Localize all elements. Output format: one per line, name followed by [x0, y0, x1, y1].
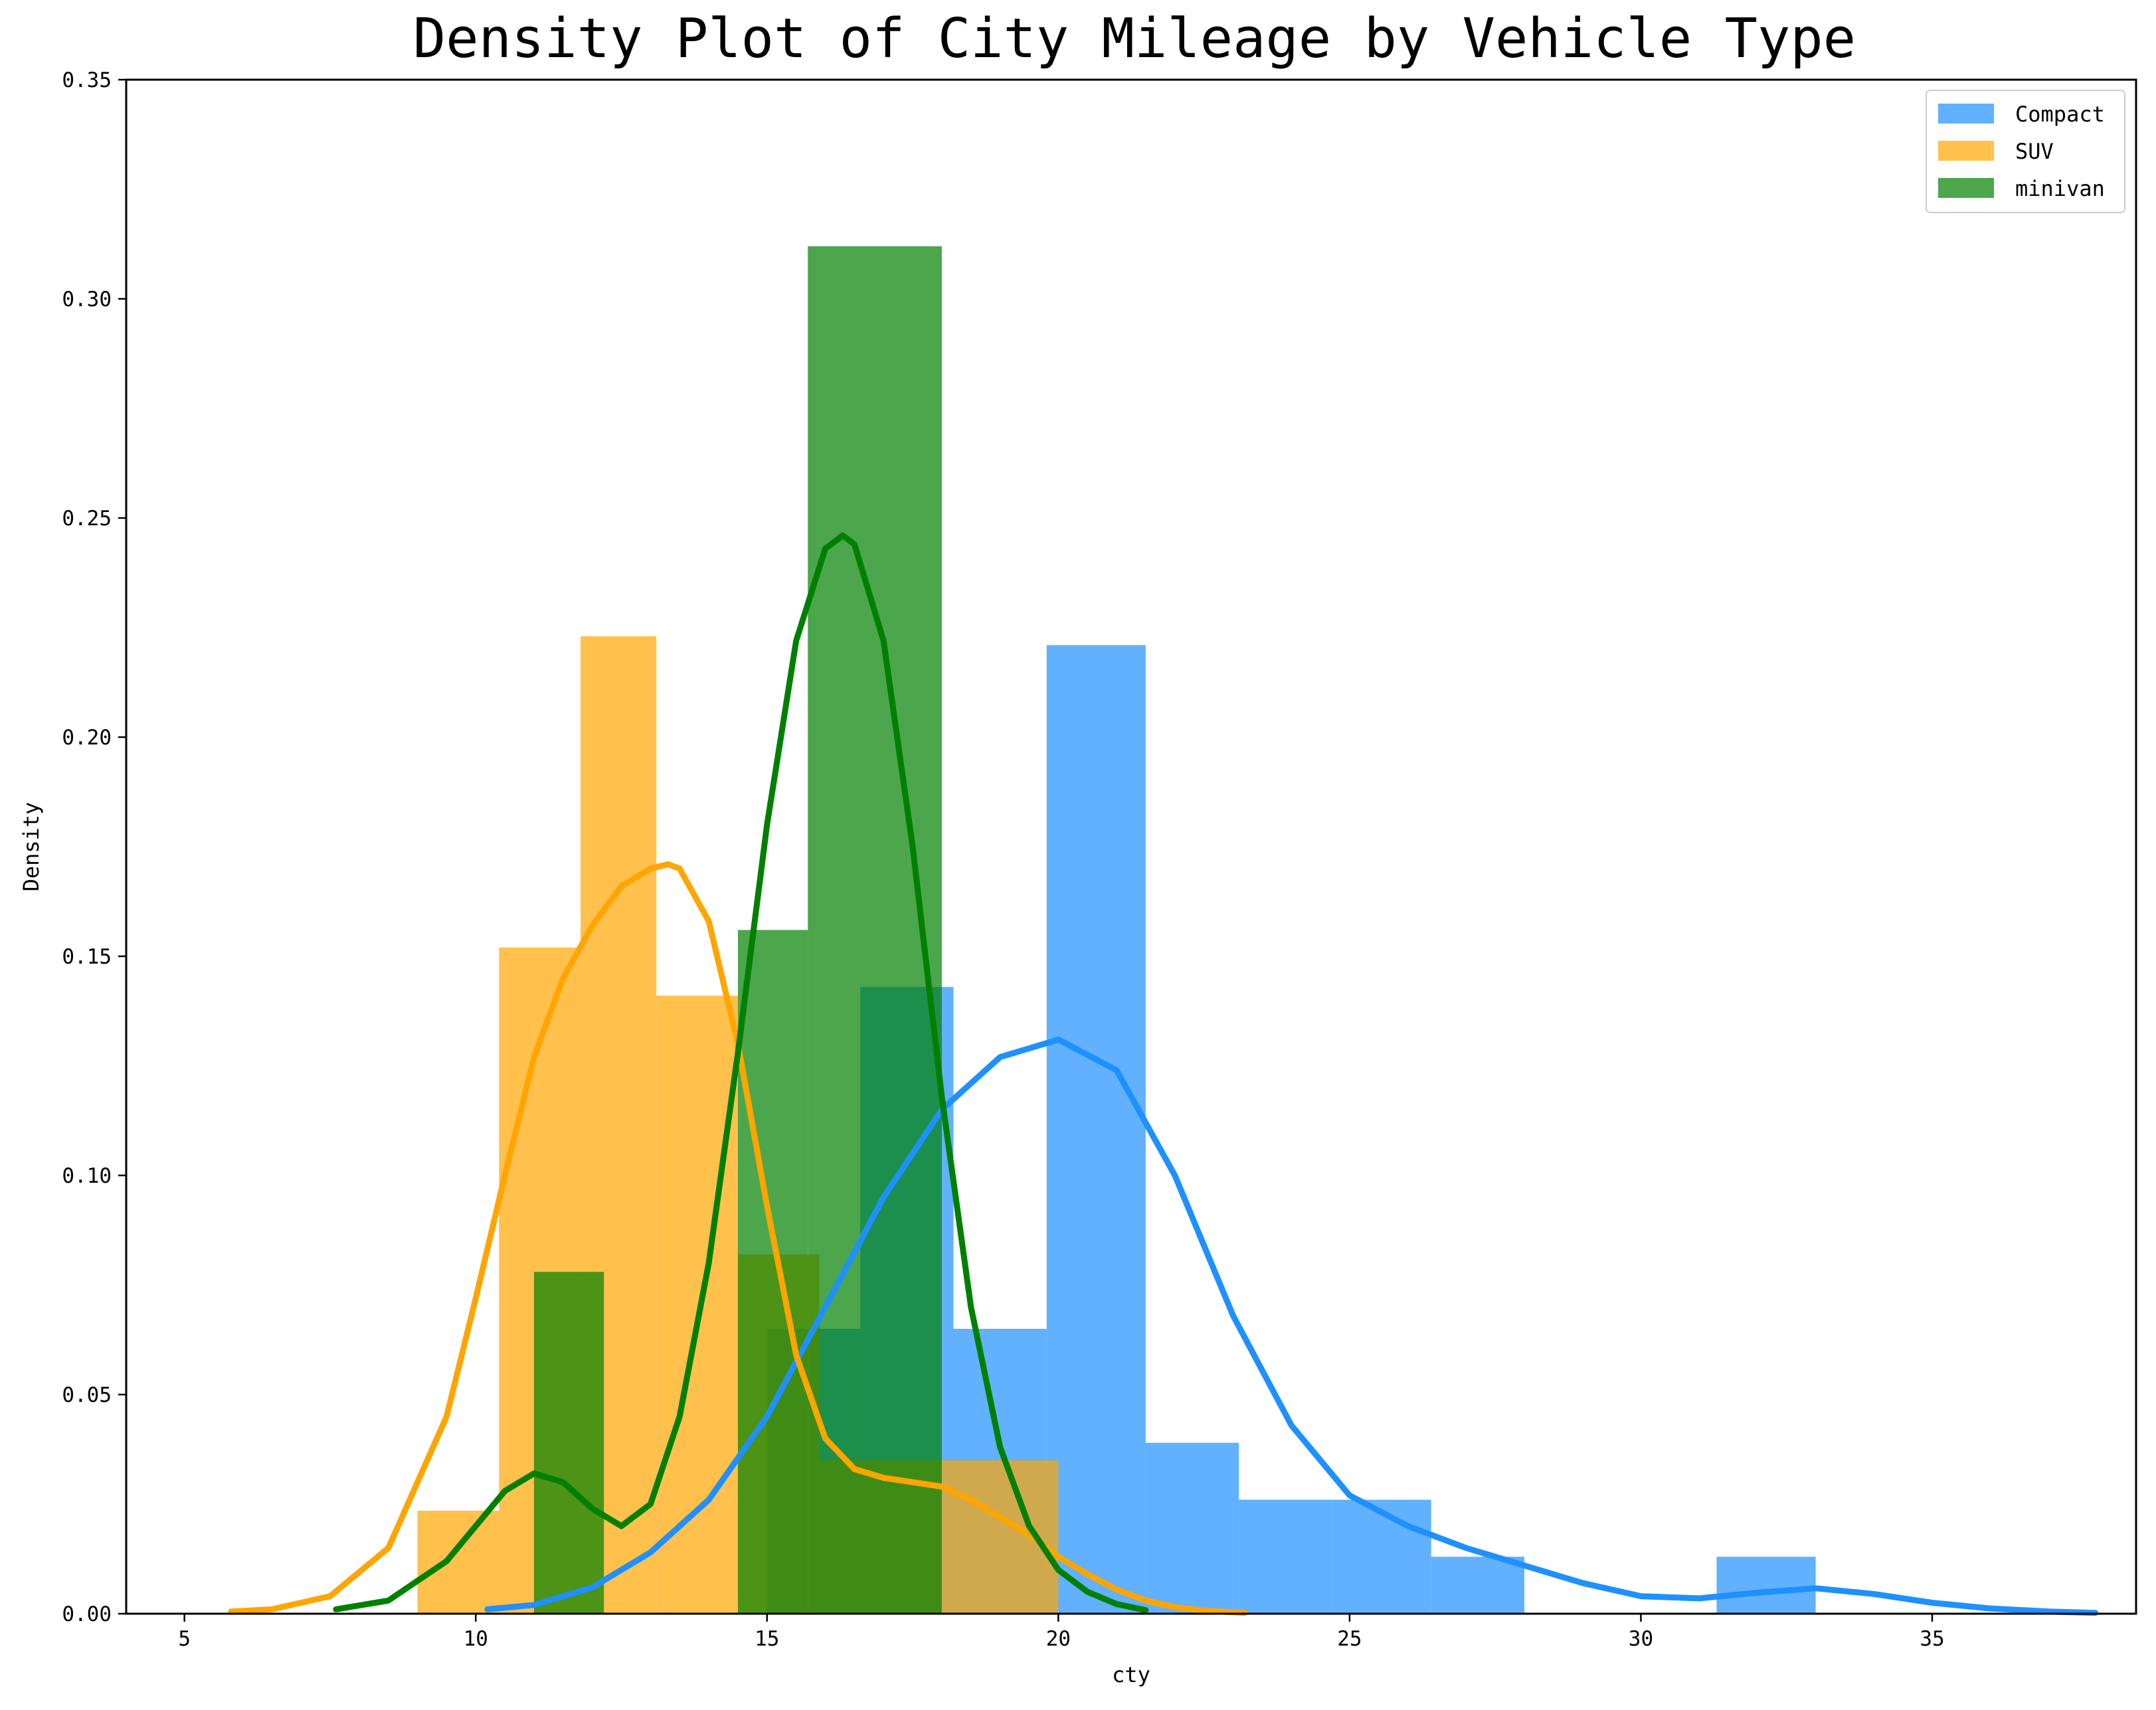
x-tick-label: 15	[755, 1627, 779, 1651]
x-tick-label: 20	[1046, 1627, 1071, 1651]
legend-swatch-Compact	[1938, 104, 1994, 124]
bar-SUV-3	[656, 995, 738, 1614]
x-tick-label: 25	[1337, 1627, 1362, 1651]
x-tick-label: 30	[1629, 1627, 1653, 1651]
legend-swatch-SUV	[1938, 141, 1994, 161]
y-tick-label: 0.20	[62, 726, 112, 750]
bar-Compact-7	[1431, 1557, 1525, 1614]
chart-title: Density Plot of City Mileage by Vehicle …	[413, 7, 1856, 70]
kde-curves	[228, 532, 2099, 1616]
y-tick-label: 0.05	[62, 1383, 112, 1407]
x-tick-label: 35	[1920, 1627, 1944, 1651]
bar-minivan-1	[737, 930, 808, 1614]
legend-label-minivan: minivan	[2015, 176, 2105, 201]
bar-Compact-8	[1716, 1557, 1816, 1614]
kde-line-Compact	[484, 1036, 2099, 1616]
bar-SUV-0	[417, 1510, 499, 1614]
y-axis-ticks: 0.00 0.05 0.10 0.15 0.20 0.25 0.30 0.35	[62, 68, 126, 1626]
x-axis-ticks: 5 10 15 20 25 30 35	[178, 1614, 1945, 1651]
y-tick-label: 0.10	[62, 1164, 112, 1188]
y-tick-label: 0.30	[62, 288, 112, 311]
x-tick-label: 5	[178, 1627, 191, 1651]
bar-Compact-5	[1239, 1499, 1332, 1614]
y-tick-label: 0.00	[62, 1602, 112, 1626]
legend-label-SUV: SUV	[2015, 139, 2054, 164]
legend: Compact SUV minivan	[1926, 90, 2125, 213]
bar-Compact-6	[1332, 1499, 1431, 1614]
bar-minivan-0	[533, 1272, 604, 1614]
histogram-bars	[417, 246, 1816, 1614]
bar-SUV-7	[976, 1460, 1059, 1614]
y-tick-label: 0.35	[62, 68, 112, 92]
y-tick-label: 0.15	[62, 945, 112, 969]
plot-frame	[125, 78, 2137, 1615]
x-tick-label: 10	[464, 1627, 488, 1651]
kde-line-minivan	[333, 532, 1149, 1614]
bar-Compact-3	[1046, 645, 1146, 1614]
x-axis-label: cty	[1112, 1662, 1150, 1687]
kde-line-SUV	[228, 861, 1248, 1616]
legend-swatch-minivan	[1938, 178, 1994, 198]
y-axis-label: Density	[19, 802, 44, 892]
legend-label-Compact: Compact	[2015, 102, 2105, 127]
bar-Compact-4	[1145, 1442, 1239, 1614]
y-tick-label: 0.25	[62, 507, 112, 531]
